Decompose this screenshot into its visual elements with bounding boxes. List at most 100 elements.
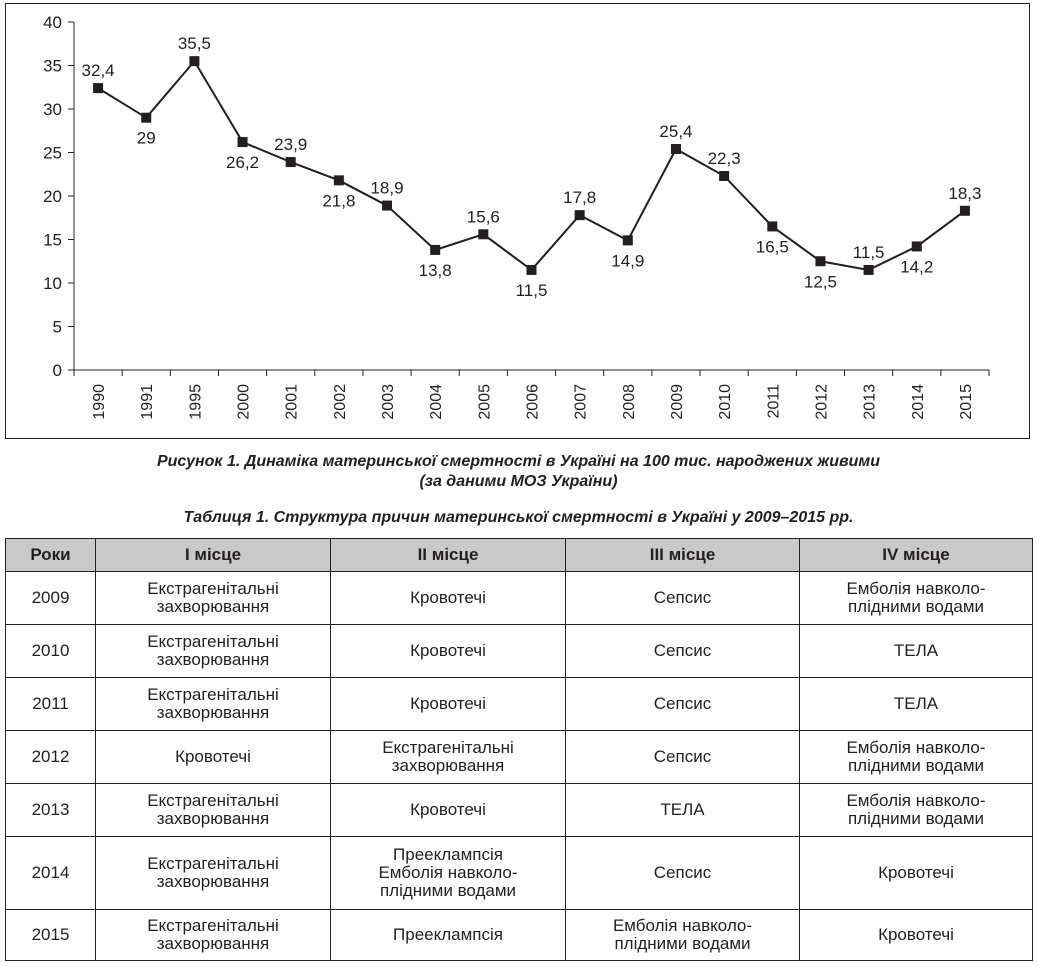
x-tick-label: 2013 xyxy=(862,384,879,420)
table-row: 2011 Екстрагенітальні захворювання Кровотеч… xyxy=(5,677,1033,731)
data-label: 23,9 xyxy=(274,135,307,154)
cause-cell: ТЕЛА xyxy=(799,624,1033,678)
x-tick-label: 2000 xyxy=(236,384,253,420)
x-tick-label: 1995 xyxy=(187,384,204,420)
x-tick-label: 2003 xyxy=(380,384,397,420)
cause-cell: Екстрагенітальні захворювання xyxy=(95,783,331,837)
cell-text: Екстрагенітальні xyxy=(147,685,279,704)
header-place-4: IV місце xyxy=(799,538,1033,572)
data-label: 35,5 xyxy=(178,34,211,53)
data-label: 15,6 xyxy=(467,207,500,226)
cell-text: Прееклампсія xyxy=(393,925,503,944)
x-tick-label: 2001 xyxy=(284,384,301,420)
line-chart: 0 5 10 15 20 25 30 35 40 1990 1991 1995 2000 2001 2002… xyxy=(43,13,990,420)
header-place-2: ІІ місце xyxy=(330,538,566,572)
cell-text: 2013 xyxy=(31,800,70,819)
cell-text: плідними водами xyxy=(614,934,751,953)
data-label: 26,2 xyxy=(226,153,259,172)
data-label: 29 xyxy=(137,129,156,148)
cell-text: Кровотечі xyxy=(410,641,486,660)
cause-cell: Сепсис xyxy=(565,571,800,625)
cause-cell: Кровотечі xyxy=(330,571,566,625)
data-label: 18,3 xyxy=(948,184,981,203)
cause-cell: Кровотечі xyxy=(799,836,1033,910)
cell-text: Екстрагенітальні xyxy=(147,791,279,810)
cell-text: захворювання xyxy=(156,650,270,669)
year-cell: 2013 xyxy=(5,783,96,837)
data-point xyxy=(719,170,730,181)
data-point xyxy=(526,264,537,275)
cell-text: Прееклампсія xyxy=(393,845,503,864)
data-label: 13,8 xyxy=(419,261,452,280)
data-label: 32,4 xyxy=(82,61,115,80)
cause-cell: Кровотечі xyxy=(95,730,331,784)
cell-text: Кровотечі xyxy=(410,694,486,713)
table-row: 2015 Екстрагенітальні захворювання Прееклам… xyxy=(5,909,1033,961)
y-tick-label: 40 xyxy=(43,13,62,32)
y-tick-label: 25 xyxy=(43,144,62,163)
cell-text: плідними водами xyxy=(379,881,517,900)
x-tick-label: 1990 xyxy=(91,384,108,420)
cause-cell: Екстрагенітальні захворювання xyxy=(95,836,331,910)
cell-text: Емболія навколо- xyxy=(846,791,986,810)
data-point xyxy=(237,137,248,148)
data-point xyxy=(815,256,826,267)
y-tick-label: 0 xyxy=(53,361,62,380)
x-tick-label: 1991 xyxy=(139,384,156,420)
year-cell: 2015 xyxy=(5,909,96,961)
data-point xyxy=(574,210,585,221)
cell-text: захворювання xyxy=(156,597,270,616)
year-cell: 2011 xyxy=(5,677,96,731)
cell-text: ТЕЛА xyxy=(660,800,705,819)
data-label: 11,5 xyxy=(853,243,885,262)
cell-text: 2011 xyxy=(32,694,69,713)
cell-text: Сепсис xyxy=(653,747,712,766)
cell-text: Сепсис xyxy=(653,863,712,882)
cause-cell: Кровотечі xyxy=(799,909,1033,961)
header-place-1: І місце xyxy=(95,538,331,572)
header-years: Роки xyxy=(5,538,96,572)
table-row: 2012 Кровотечі Екстрагенітальні захворюванн… xyxy=(5,730,1033,784)
table-body: 2009 Екстрагенітальні захворювання Кровотеч… xyxy=(5,571,1033,961)
cell-text: Сепсис xyxy=(653,641,712,660)
figure-caption: Рисунок 1. Динаміка материнської смертно… xyxy=(0,452,1037,492)
table-header-row: Роки І місце ІІ місце ІІІ місце IV місце xyxy=(5,538,1033,572)
cell-text: 2015 xyxy=(31,925,70,944)
data-label: 22,3 xyxy=(708,149,741,168)
x-tick-label: 2005 xyxy=(476,384,493,420)
cell-text: ТЕЛА xyxy=(893,641,939,660)
table-row: 2010 Екстрагенітальні захворювання Кровотеч… xyxy=(5,624,1033,678)
x-tick-label: 2008 xyxy=(621,384,638,420)
header-place-3: ІІІ місце xyxy=(565,538,800,572)
cause-cell: Емболія навколо-плідними водами xyxy=(799,730,1033,784)
cell-text: 2010 xyxy=(31,641,70,660)
y-tick-label: 15 xyxy=(43,231,62,250)
data-label: 25,4 xyxy=(659,122,692,141)
cause-cell: Сепсис xyxy=(565,836,800,910)
cause-cell: Прееклампсія Емболія навколо-плідними вод… xyxy=(330,836,566,910)
x-tick-label: 2010 xyxy=(717,384,734,420)
data-label: 21,8 xyxy=(322,191,355,210)
cause-cell: Сепсис xyxy=(565,677,800,731)
data-point xyxy=(430,244,441,255)
cause-cell: Сепсис xyxy=(565,730,800,784)
cell-text: Кровотечі xyxy=(878,925,954,944)
cell-text: Екстрагенітальні xyxy=(147,916,279,935)
cell-text: Емболія навколо- xyxy=(846,579,986,598)
cell-text: Емболія навколо- xyxy=(846,738,986,757)
data-point xyxy=(911,241,922,252)
cell-text: захворювання xyxy=(156,809,270,828)
cell-text: плідними водами xyxy=(847,756,985,775)
year-cell: 2010 xyxy=(5,624,96,678)
cell-text: Кровотечі xyxy=(410,588,486,607)
cause-cell: Екстрагенітальні захворювання xyxy=(95,677,331,731)
figure-caption-line1: Рисунок 1. Динаміка материнської смертно… xyxy=(156,453,881,470)
cause-cell: ТЕЛА xyxy=(799,677,1033,731)
cause-cell: ТЕЛА xyxy=(565,783,800,837)
cause-cell: Кровотечі xyxy=(330,624,566,678)
data-label: 14,9 xyxy=(611,251,644,270)
x-tick-label: 2012 xyxy=(813,384,830,420)
cell-text: плідними водами xyxy=(847,809,985,828)
y-tick-label: 30 xyxy=(43,100,62,119)
cell-text: Екстрагенітальні xyxy=(147,854,279,873)
